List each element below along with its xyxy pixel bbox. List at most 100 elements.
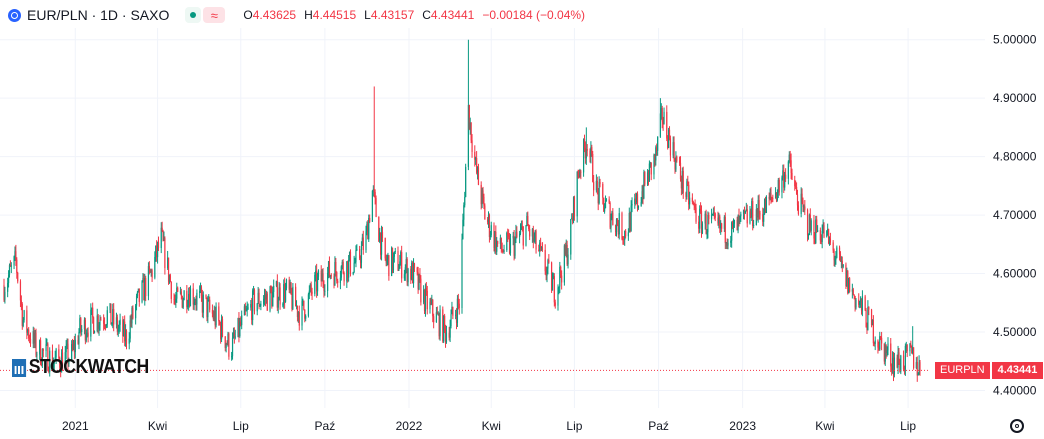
- candle-body: [631, 204, 633, 206]
- candle-body: [497, 240, 499, 244]
- candle-body: [475, 157, 477, 160]
- candle-body: [79, 318, 81, 333]
- candle-body: [582, 139, 585, 173]
- candle-body: [135, 305, 137, 319]
- candle-body: [450, 314, 452, 326]
- candle-body: [723, 216, 725, 229]
- candle-body: [442, 309, 444, 342]
- candle-body: [640, 202, 642, 206]
- candle-body: [257, 292, 259, 304]
- candle-body: [64, 352, 66, 371]
- candle-body: [444, 326, 447, 342]
- candle-body: [47, 344, 49, 371]
- candle-body: [263, 295, 266, 299]
- candle-body: [144, 278, 146, 301]
- candle-body: [196, 292, 198, 305]
- candle-body: [194, 301, 196, 304]
- candle-body: [410, 268, 412, 280]
- candle-body: [439, 309, 441, 337]
- candle-body: [476, 167, 479, 173]
- candle-body: [580, 171, 582, 173]
- candle-body: [135, 296, 138, 306]
- live-dot-icon[interactable]: [185, 7, 202, 23]
- candle-body: [508, 236, 511, 254]
- candle-body: [399, 261, 401, 269]
- candle-body: [871, 319, 874, 326]
- settings-gear-icon[interactable]: [1010, 419, 1024, 433]
- candle-body: [449, 325, 451, 338]
- candle-body: [272, 292, 274, 307]
- candle-body: [903, 369, 906, 371]
- candle-body: [73, 342, 75, 353]
- candle-body: [717, 217, 719, 224]
- candle-body: [384, 238, 386, 259]
- candle-body: [583, 139, 586, 148]
- candle-body: [310, 284, 312, 292]
- symbol-flag-icon[interactable]: [8, 8, 21, 22]
- candle-body: [695, 207, 697, 222]
- candle-body: [676, 156, 678, 161]
- candle-body: [904, 345, 906, 370]
- candle-body: [86, 332, 88, 335]
- candle-body: [813, 220, 815, 239]
- candle-body: [124, 330, 127, 342]
- candle-body: [826, 230, 828, 237]
- candle-body: [359, 249, 361, 259]
- candle-body: [316, 276, 319, 292]
- candle-body: [311, 291, 313, 294]
- candle-body: [501, 249, 503, 251]
- candle-body: [663, 111, 665, 124]
- candle-body: [883, 343, 885, 362]
- candle-body: [561, 275, 563, 283]
- candle-body: [753, 225, 755, 227]
- candle-body: [113, 309, 115, 325]
- candle-body: [320, 270, 322, 282]
- approx-icon[interactable]: ≈: [203, 7, 226, 23]
- candle-body: [464, 197, 466, 206]
- candle-body: [668, 129, 671, 139]
- candle-body: [827, 229, 830, 243]
- candle-body: [512, 235, 514, 239]
- candle-body: [573, 197, 576, 217]
- candle-body: [649, 162, 651, 164]
- candle-body: [509, 238, 512, 254]
- candle-body: [324, 290, 326, 292]
- candle-body: [540, 242, 542, 248]
- candle-body: [727, 242, 729, 246]
- candle-body: [551, 278, 554, 291]
- candle-body: [705, 213, 707, 234]
- candle-body: [296, 305, 299, 318]
- candle-body: [13, 256, 15, 266]
- candle-body: [884, 345, 886, 362]
- candle-body: [335, 262, 337, 273]
- candle-body: [49, 350, 51, 372]
- candle-body: [795, 186, 798, 195]
- candle-body: [913, 347, 915, 369]
- candle-body: [480, 184, 482, 205]
- candle-body: [105, 324, 107, 327]
- candle-body: [330, 275, 332, 277]
- candle-body: [458, 303, 460, 308]
- candle-body: [137, 288, 139, 292]
- candle-body: [92, 307, 94, 318]
- candle-body: [483, 196, 485, 206]
- candle-body: [129, 320, 131, 339]
- candle-body: [61, 352, 64, 371]
- candle-body: [226, 343, 228, 345]
- candle-body: [602, 183, 604, 198]
- candle-body: [116, 317, 118, 332]
- candle-body: [366, 223, 368, 232]
- candle-body: [452, 306, 454, 316]
- candle-body: [156, 242, 159, 258]
- candle-body: [672, 142, 674, 156]
- candle-body: [305, 315, 307, 319]
- candle-body: [122, 319, 124, 337]
- candle-body: [879, 336, 881, 350]
- candle-body: [256, 303, 258, 312]
- candle-body: [673, 142, 675, 160]
- candle-body: [269, 286, 271, 311]
- candle-body: [209, 299, 211, 310]
- symbol-title[interactable]: EUR/PLN · 1D · SAXO: [27, 7, 170, 23]
- candle-body: [852, 289, 854, 295]
